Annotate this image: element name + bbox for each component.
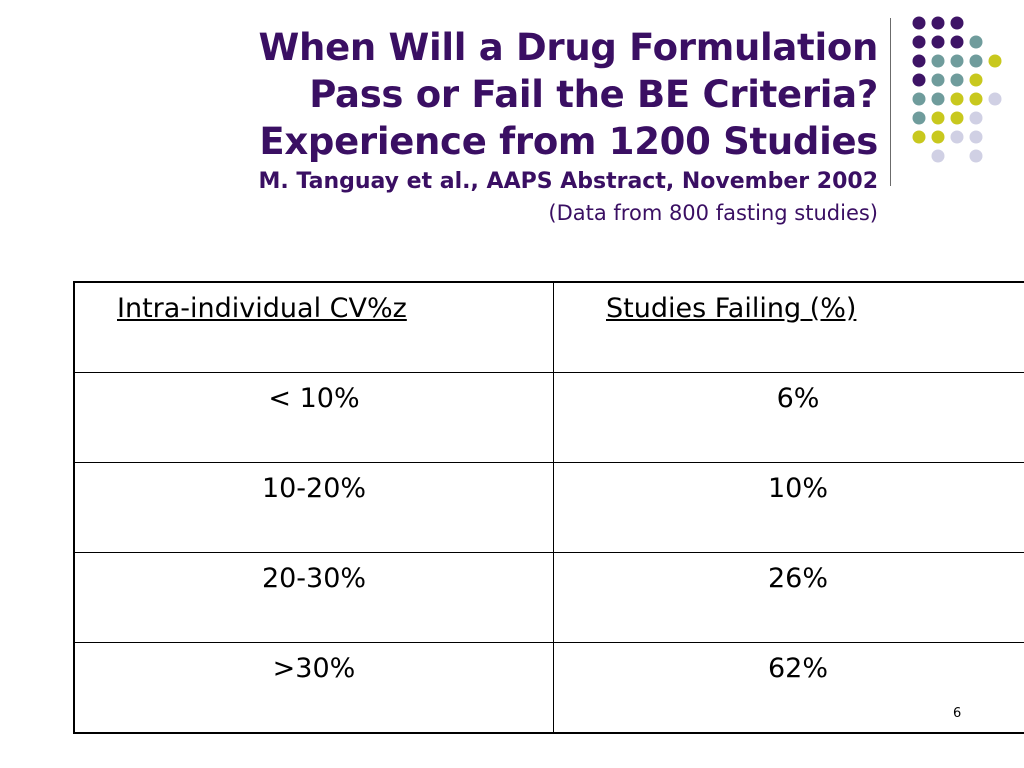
decor-dot bbox=[931, 35, 945, 49]
decor-dot bbox=[950, 130, 964, 144]
title-line-2: Pass or Fail the BE Criteria? bbox=[309, 73, 878, 116]
decor-dot bbox=[969, 73, 983, 87]
cell-cv: >30% bbox=[73, 642, 554, 734]
header-studies-failing: Studies Failing (%) bbox=[553, 281, 1024, 373]
table-row: >30% 62% bbox=[73, 642, 1024, 734]
decor-dot bbox=[969, 149, 983, 163]
decor-dot bbox=[950, 73, 964, 87]
cell-cv: 20-30% bbox=[73, 552, 554, 643]
cell-cv: < 10% bbox=[73, 372, 554, 463]
decor-dot bbox=[912, 16, 926, 30]
decor-dot bbox=[950, 35, 964, 49]
decor-dot bbox=[969, 54, 983, 68]
decor-dot bbox=[931, 73, 945, 87]
title-line-3: Experience from 1200 Studies bbox=[259, 120, 878, 163]
table-header-row: Intra-individual CV%z Studies Failing (%… bbox=[73, 281, 1024, 373]
decor-dot bbox=[931, 130, 945, 144]
cell-failing: 10% bbox=[553, 462, 1024, 553]
header-cv: Intra-individual CV%z bbox=[73, 281, 554, 373]
decor-dot bbox=[931, 16, 945, 30]
decor-dot bbox=[950, 92, 964, 106]
cell-failing: 26% bbox=[553, 552, 1024, 643]
decor-dot bbox=[931, 149, 945, 163]
decor-dot bbox=[912, 54, 926, 68]
cell-cv: 10-20% bbox=[73, 462, 554, 553]
decor-dot bbox=[988, 92, 1002, 106]
decor-dot bbox=[931, 92, 945, 106]
decor-dot bbox=[969, 130, 983, 144]
decor-dot bbox=[969, 35, 983, 49]
decor-dot bbox=[912, 92, 926, 106]
citation-subtitle: M. Tanguay et al., AAPS Abstract, Novemb… bbox=[258, 169, 878, 194]
data-source-note: (Data from 800 fasting studies) bbox=[548, 201, 878, 225]
cell-failing: 62% bbox=[553, 642, 1024, 734]
decor-dot bbox=[912, 111, 926, 125]
decor-dot bbox=[931, 54, 945, 68]
table-row: 20-30% 26% bbox=[73, 552, 1024, 643]
decor-dot bbox=[931, 111, 945, 125]
decor-dot bbox=[969, 92, 983, 106]
cell-failing: 6% bbox=[553, 372, 1024, 463]
title-divider-line bbox=[890, 18, 891, 186]
decor-dot bbox=[969, 111, 983, 125]
table-row: < 10% 6% bbox=[73, 372, 1024, 463]
decor-dot bbox=[950, 111, 964, 125]
cv-failure-table: Intra-individual CV%z Studies Failing (%… bbox=[73, 281, 1024, 734]
decor-dot bbox=[988, 54, 1002, 68]
title-line-1: When Will a Drug Formulation bbox=[258, 26, 879, 69]
table-row: 10-20% 10% bbox=[73, 462, 1024, 553]
decor-dot bbox=[912, 35, 926, 49]
decorative-dot-grid bbox=[912, 16, 1002, 163]
decor-dot bbox=[950, 16, 964, 30]
decor-dot bbox=[912, 130, 926, 144]
decor-dot bbox=[912, 73, 926, 87]
title-block: When Will a Drug Formulation Pass or Fai… bbox=[258, 24, 879, 229]
page-number: 6 bbox=[953, 706, 962, 721]
decor-dot bbox=[950, 54, 964, 68]
